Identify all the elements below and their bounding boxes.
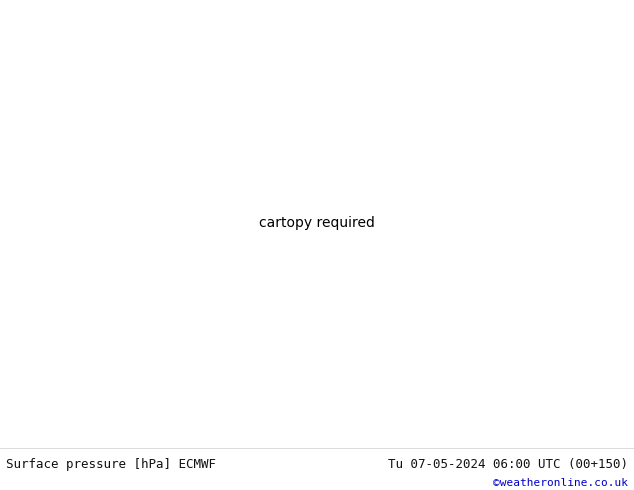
Text: Surface pressure [hPa] ECMWF: Surface pressure [hPa] ECMWF — [6, 458, 216, 471]
Text: ©weatheronline.co.uk: ©weatheronline.co.uk — [493, 478, 628, 488]
Text: Tu 07-05-2024 06:00 UTC (00+150): Tu 07-05-2024 06:00 UTC (00+150) — [387, 458, 628, 471]
Text: cartopy required: cartopy required — [259, 216, 375, 230]
